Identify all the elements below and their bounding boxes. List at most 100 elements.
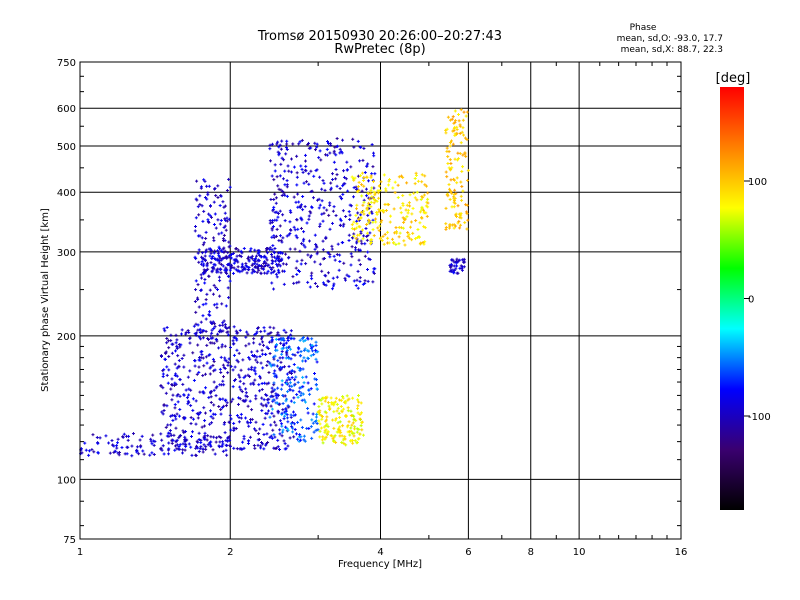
- data-point: [285, 148, 289, 152]
- data-point: [299, 435, 303, 439]
- data-point: [286, 390, 290, 394]
- data-point: [225, 401, 229, 405]
- data-point: [213, 325, 217, 329]
- data-point: [253, 248, 257, 252]
- data-point: [278, 209, 282, 213]
- data-point: [369, 200, 373, 204]
- data-point: [379, 236, 383, 240]
- data-point: [242, 382, 246, 386]
- data-point: [322, 181, 326, 185]
- data-point: [204, 317, 208, 321]
- data-point: [307, 214, 311, 218]
- data-point: [370, 195, 374, 199]
- data-point: [321, 239, 325, 243]
- data-point: [300, 167, 304, 171]
- data-point: [212, 303, 216, 307]
- data-point: [326, 271, 330, 275]
- data-point: [282, 158, 286, 162]
- data-point: [342, 261, 346, 265]
- data-point: [190, 453, 194, 457]
- data-point: [250, 350, 254, 354]
- phase-stats-heading: Phase: [630, 23, 657, 33]
- data-point: [450, 191, 454, 195]
- data-point: [260, 381, 264, 385]
- data-point: [451, 142, 455, 146]
- data-point: [263, 271, 267, 275]
- data-point: [235, 358, 239, 362]
- data-point: [294, 200, 298, 204]
- data-point: [412, 191, 416, 195]
- data-point: [418, 210, 422, 214]
- data-point: [227, 357, 231, 361]
- data-point: [277, 337, 281, 341]
- data-point: [396, 183, 400, 187]
- data-point: [275, 275, 279, 279]
- data-point: [228, 185, 232, 189]
- data-point: [245, 271, 249, 275]
- data-point: [223, 217, 227, 221]
- data-point: [275, 175, 279, 179]
- data-point: [262, 343, 266, 347]
- data-point: [212, 326, 216, 330]
- data-point: [173, 373, 177, 377]
- data-point: [301, 170, 305, 174]
- data-point: [386, 236, 390, 240]
- data-point: [341, 184, 345, 188]
- data-point: [228, 420, 232, 424]
- data-point: [175, 366, 179, 370]
- data-point: [367, 221, 371, 225]
- data-point: [390, 237, 394, 241]
- data-point: [183, 448, 187, 452]
- data-point: [219, 436, 223, 440]
- data-point: [453, 196, 457, 200]
- data-point: [259, 361, 263, 365]
- data-point: [87, 449, 91, 453]
- data-point: [302, 243, 306, 247]
- data-point: [211, 265, 215, 269]
- data-point: [422, 193, 426, 197]
- data-point: [460, 258, 464, 262]
- data-point: [423, 226, 427, 230]
- data-point: [358, 417, 362, 421]
- data-point: [229, 256, 233, 260]
- data-point: [289, 413, 293, 417]
- data-point: [207, 184, 211, 188]
- data-point: [272, 269, 276, 273]
- data-point: [316, 350, 320, 354]
- data-point: [130, 454, 134, 458]
- data-point: [210, 421, 214, 425]
- data-point: [197, 431, 201, 435]
- data-point: [298, 433, 302, 437]
- data-point: [356, 211, 360, 215]
- data-point: [208, 254, 212, 258]
- data-point: [380, 219, 384, 223]
- data-point: [202, 406, 206, 410]
- data-point: [275, 343, 279, 347]
- data-point: [465, 227, 469, 231]
- data-point: [359, 145, 363, 149]
- data-point: [273, 369, 277, 373]
- data-point: [288, 378, 292, 382]
- data-point: [180, 328, 184, 332]
- data-point: [317, 206, 321, 210]
- data-point: [296, 366, 300, 370]
- data-point: [202, 364, 206, 368]
- data-point: [279, 239, 283, 243]
- data-point: [239, 416, 243, 420]
- data-point: [209, 440, 213, 444]
- data-point: [248, 435, 252, 439]
- data-point: [272, 433, 276, 437]
- data-point: [338, 420, 342, 424]
- data-point: [212, 388, 216, 392]
- data-point: [282, 365, 286, 369]
- data-point: [307, 172, 311, 176]
- data-point: [356, 286, 360, 290]
- data-point: [356, 411, 360, 415]
- data-point: [218, 323, 222, 327]
- data-point: [418, 221, 422, 225]
- data-point: [313, 148, 317, 152]
- data-point: [444, 222, 448, 226]
- data-point: [253, 446, 257, 450]
- data-point: [96, 441, 100, 445]
- data-point: [266, 269, 270, 273]
